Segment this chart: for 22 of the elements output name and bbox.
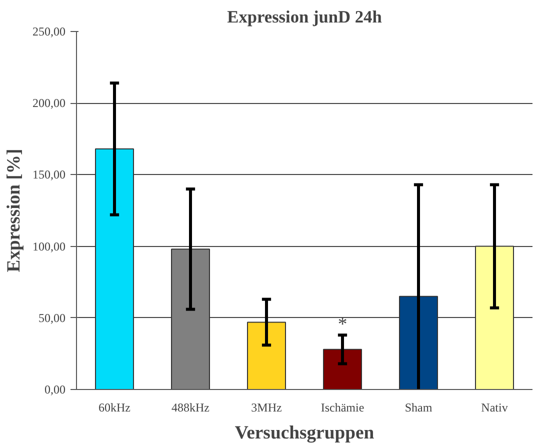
x-axis-title: Versuchsgruppen [234,422,375,444]
y-tick-label: 0,00 [44,382,66,396]
x-tick-label: Nativ [481,400,508,414]
y-tick-label: 150,00 [32,168,66,182]
bar [475,246,514,390]
x-tick-label: 488kHz [172,400,210,414]
annotation: * [338,314,348,336]
y-tick-label: 50,00 [38,310,66,325]
bar [399,296,438,390]
y-tick-label: 100,00 [32,239,66,254]
x-tick-label: 3MHz [251,400,282,414]
bar [247,322,286,390]
x-tick-label: Ischämie [320,400,364,414]
bar [95,148,134,390]
x-tick-label: Sham [404,400,433,414]
x-tick-label: 60kHz [98,400,131,414]
y-tick-label: 250,00 [32,24,66,38]
chart-title: Expression junD 24h [227,8,382,26]
bar [171,248,210,390]
y-tick-label: 200,00 [32,96,66,110]
y-axis-title: Expression [%] [4,148,24,272]
bar [323,348,362,390]
